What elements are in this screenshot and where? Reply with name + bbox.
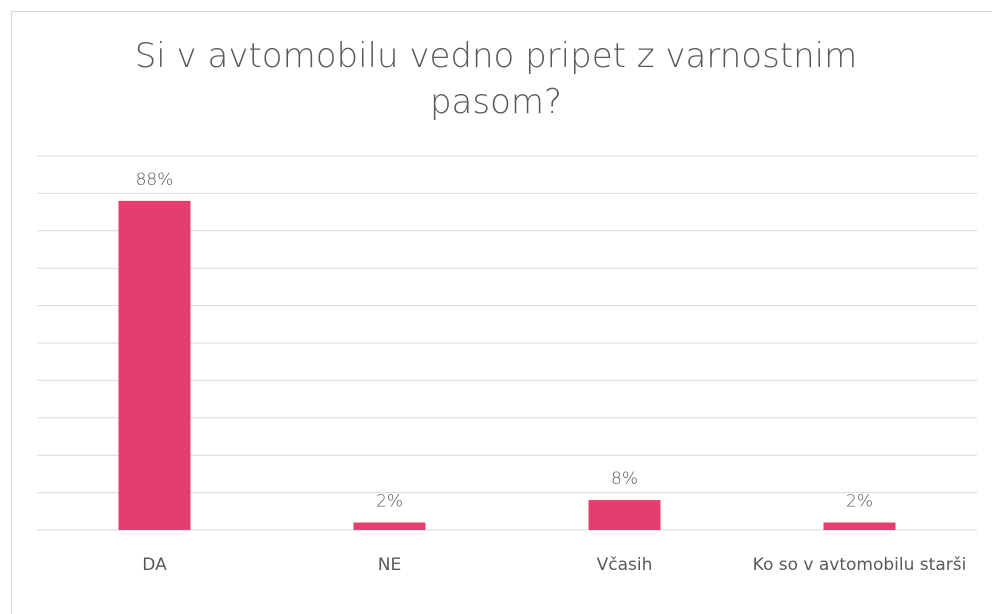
- bar: [588, 500, 661, 530]
- chart-frame: [11, 11, 992, 614]
- data-label: 88%: [136, 170, 174, 190]
- x-tick-label: DA: [142, 555, 167, 575]
- data-label: 8%: [611, 469, 638, 489]
- x-tick-label: NE: [377, 555, 402, 575]
- x-tick-label: Včasih: [596, 555, 653, 575]
- x-tick-label: Ko so v avtomobilu starši: [752, 555, 967, 575]
- data-label: 2%: [846, 492, 873, 512]
- bar: [118, 200, 191, 530]
- chart-title: Si v avtomobilu vedno pripet z varnostni…: [134, 36, 858, 122]
- bar: [823, 522, 896, 530]
- data-label: 2%: [376, 492, 403, 512]
- bar: [353, 522, 426, 530]
